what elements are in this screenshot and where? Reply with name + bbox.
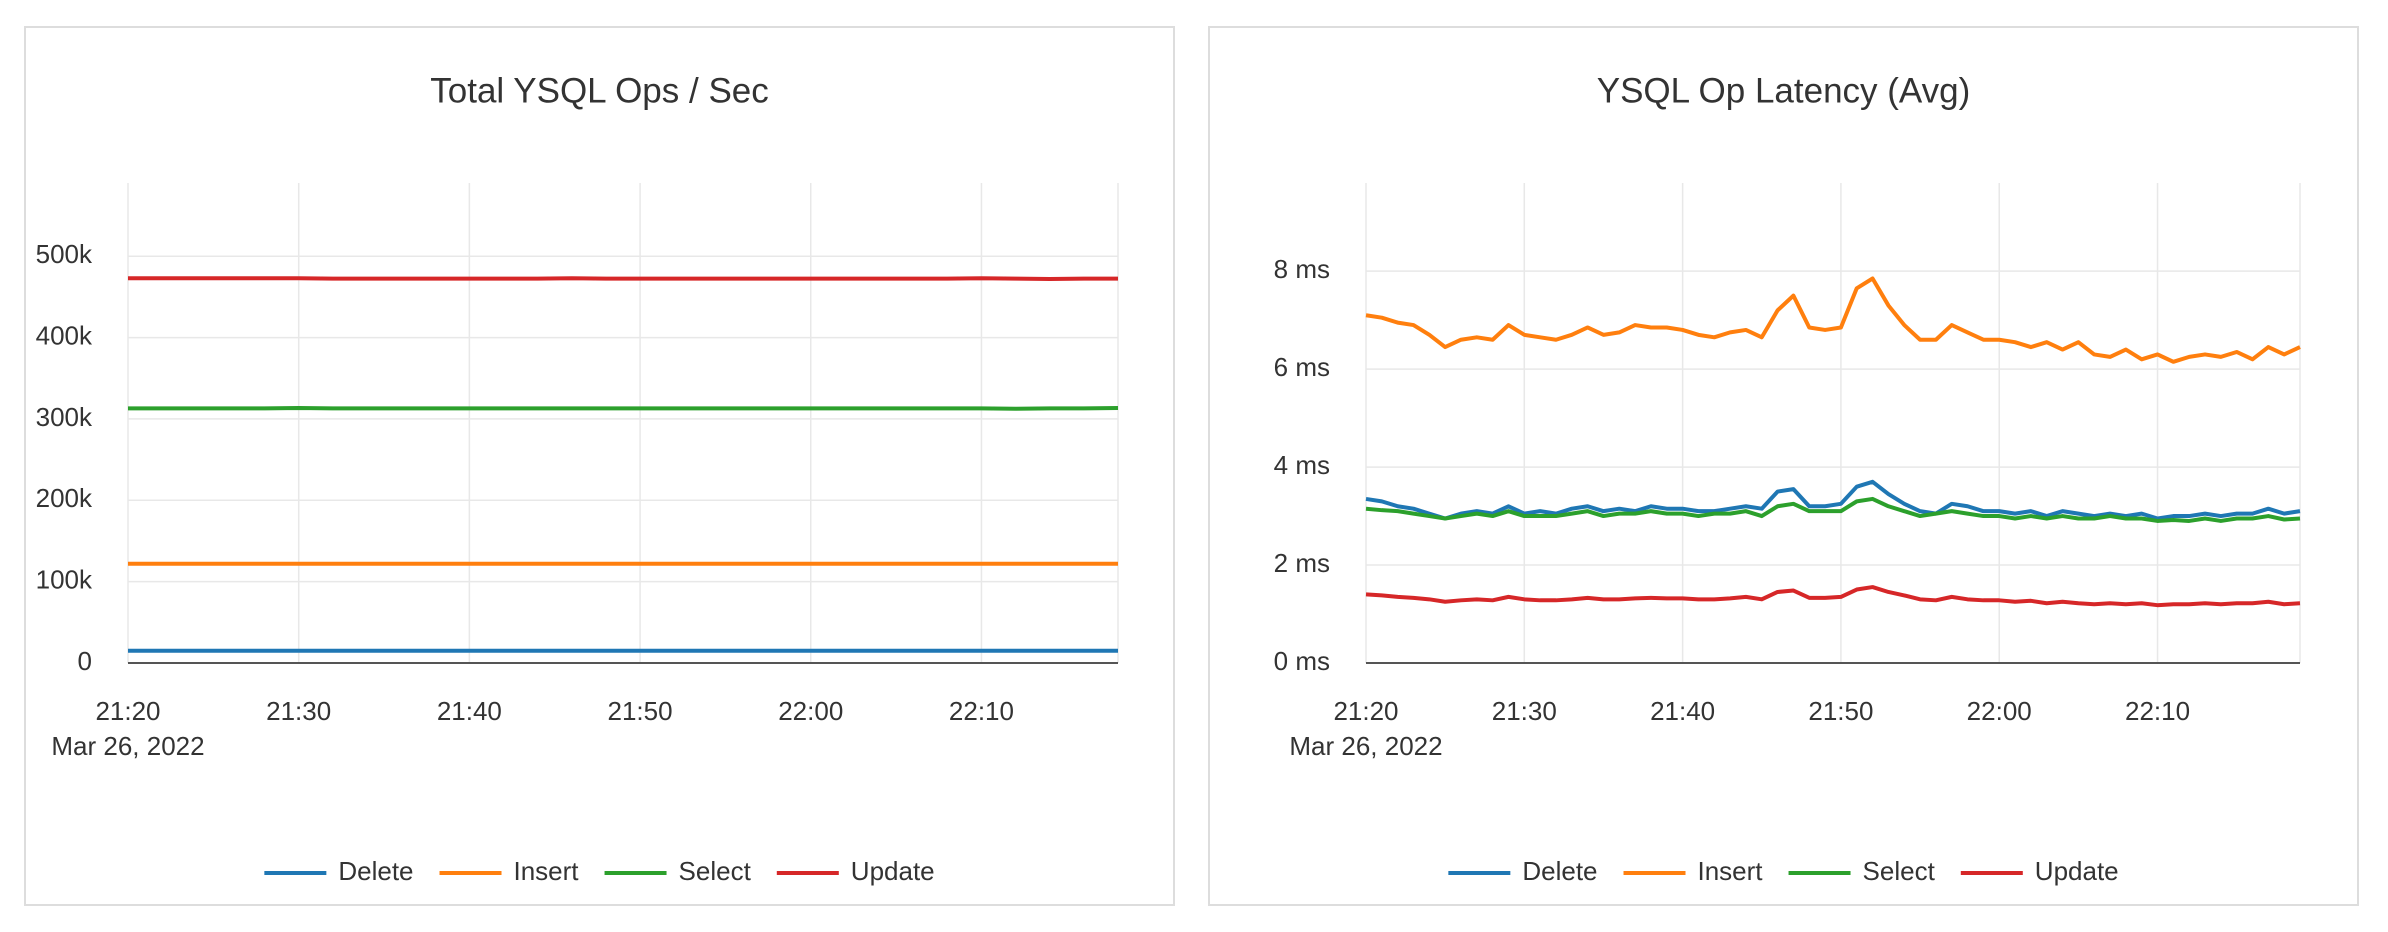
y-tick-label: 8 ms: [1274, 254, 1330, 284]
y-tick-label: 100k: [36, 565, 93, 595]
series-line: [128, 405, 1119, 411]
y-tick-label: 0 ms: [1274, 646, 1330, 676]
x-tick-label: 22:10: [949, 696, 1014, 726]
y-tick-label: 300k: [36, 402, 93, 432]
y-tick-label: 500k: [36, 239, 93, 269]
x-date-label: Mar 26, 2022: [51, 731, 204, 761]
x-tick-label: 21:40: [1650, 696, 1715, 726]
legend-label: Insert: [514, 856, 580, 886]
legend-label: Select: [679, 856, 752, 886]
y-tick-label: 200k: [36, 483, 93, 513]
x-tick-label: 21:50: [1808, 696, 1873, 726]
legend-label: Insert: [1698, 856, 1764, 886]
x-date-label: Mar 26, 2022: [1289, 731, 1442, 761]
legend-label: Delete: [338, 856, 413, 886]
series-line: [1365, 585, 2301, 608]
x-tick-label: 21:30: [266, 696, 331, 726]
series-line: [1365, 479, 2301, 521]
x-tick-label: 21:30: [1492, 696, 1557, 726]
legend-label: Update: [851, 856, 935, 886]
series-line: [128, 276, 1118, 281]
x-tick-label: 21:20: [95, 696, 160, 726]
legend-label: Delete: [1522, 856, 1597, 886]
series-line: [1365, 496, 2301, 523]
chart-title: Total YSQL Ops / Sec: [430, 71, 769, 110]
x-tick-label: 21:40: [437, 696, 502, 726]
series-line: [1365, 276, 2301, 364]
legend-label: Update: [2035, 856, 2119, 886]
y-tick-label: 4 ms: [1274, 450, 1330, 480]
chart-title: YSQL Op Latency (Avg): [1597, 71, 1971, 110]
panel: [24, 26, 1175, 906]
x-tick-label: 22:00: [1967, 696, 2032, 726]
x-tick-label: 21:50: [608, 696, 673, 726]
panel: [1208, 26, 2359, 906]
y-tick-label: 6 ms: [1274, 352, 1330, 382]
x-tick-label: 22:10: [2125, 696, 2190, 726]
x-tick-label: 21:20: [1333, 696, 1398, 726]
y-tick-label: 2 ms: [1274, 548, 1330, 578]
y-tick-label: 400k: [36, 320, 93, 350]
legend-label: Select: [1863, 856, 1936, 886]
x-tick-label: 22:00: [778, 696, 843, 726]
y-tick-label: 0: [78, 646, 92, 676]
